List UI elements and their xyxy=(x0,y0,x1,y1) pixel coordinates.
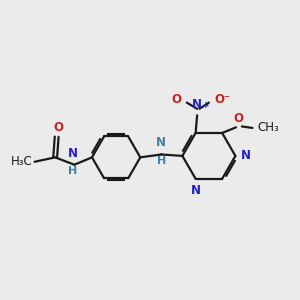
Text: H: H xyxy=(157,156,166,166)
Text: N: N xyxy=(156,136,166,149)
Text: N: N xyxy=(192,98,202,111)
Text: O: O xyxy=(233,112,243,125)
Text: O⁻: O⁻ xyxy=(214,93,230,106)
Text: +: + xyxy=(202,101,210,110)
Text: N: N xyxy=(68,147,78,160)
Text: O: O xyxy=(172,93,182,106)
Text: N: N xyxy=(190,184,201,197)
Text: N: N xyxy=(241,149,251,162)
Text: H₃C: H₃C xyxy=(11,155,33,168)
Text: CH₃: CH₃ xyxy=(257,122,279,134)
Text: H: H xyxy=(68,166,77,176)
Text: O: O xyxy=(53,121,63,134)
